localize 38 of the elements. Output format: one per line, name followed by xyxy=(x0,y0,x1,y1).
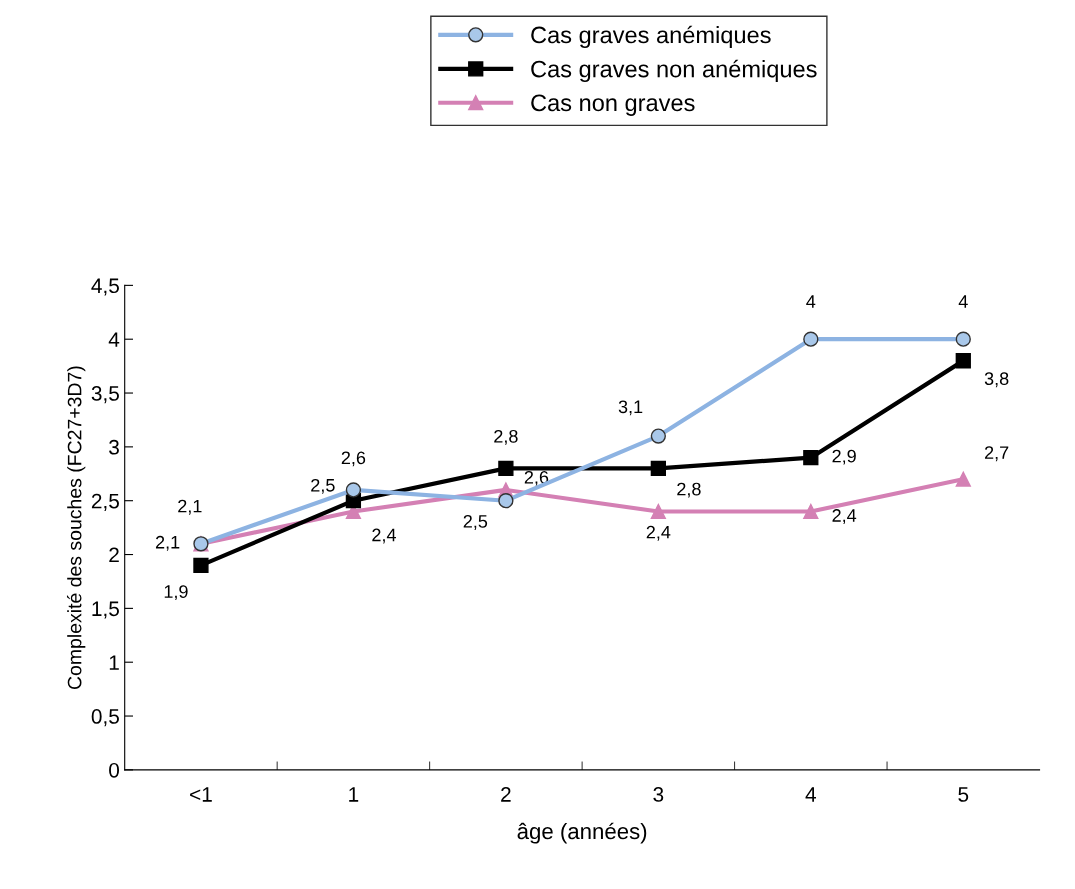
x-tick-label: 3 xyxy=(653,787,664,802)
data-label: 2,7 xyxy=(984,446,1009,462)
y-tick-label: 2 xyxy=(109,547,119,563)
y-tick-label: 0,5 xyxy=(91,709,119,727)
x-tick-label: 2 xyxy=(501,787,511,802)
x-axis-title: âge (années) xyxy=(517,822,647,844)
legend-label: Cas graves non anémiques xyxy=(531,59,817,83)
data-label: 3,8 xyxy=(984,372,1009,388)
data-label: 2,5 xyxy=(311,478,335,494)
data-label: 2,4 xyxy=(646,525,671,541)
data-label: 2,1 xyxy=(178,499,202,515)
legend-label: Cas graves anémiques xyxy=(531,25,771,48)
data-label: 1,9 xyxy=(164,585,188,601)
y-tick-label: 2,5 xyxy=(91,493,119,511)
y-axis-title: Complexité des souches (FC27+3D7) xyxy=(66,366,86,690)
y-tick-label: 4,5 xyxy=(91,278,119,296)
data-label: 2,9 xyxy=(832,449,856,465)
y-tick-label: 1 xyxy=(109,655,119,670)
data-label: 3,1 xyxy=(618,400,643,416)
y-tick-label: 3 xyxy=(109,439,119,455)
data-label: 4 xyxy=(806,295,816,308)
data-label: 2,4 xyxy=(832,509,857,525)
data-label: 2,8 xyxy=(677,482,701,498)
legend-label: Cas non graves xyxy=(531,94,695,116)
x-tick-label: <1 xyxy=(190,787,212,802)
data-label: 2,4 xyxy=(372,528,396,544)
data-label: 4 xyxy=(958,295,968,308)
data-label: 2,5 xyxy=(463,514,488,530)
y-tick-label: 4 xyxy=(108,332,120,347)
y-tick-label: 0 xyxy=(109,762,120,778)
x-tick-label: 1 xyxy=(349,787,359,802)
x-tick-label: 5 xyxy=(958,787,969,802)
data-label: 2,1 xyxy=(155,535,180,551)
y-tick-label: 1,5 xyxy=(92,601,119,619)
data-label: 2,8 xyxy=(494,429,518,445)
y-tick-label: 3,5 xyxy=(91,386,119,404)
data-label: 2,6 xyxy=(341,451,366,467)
x-tick-label: 4 xyxy=(805,787,816,802)
